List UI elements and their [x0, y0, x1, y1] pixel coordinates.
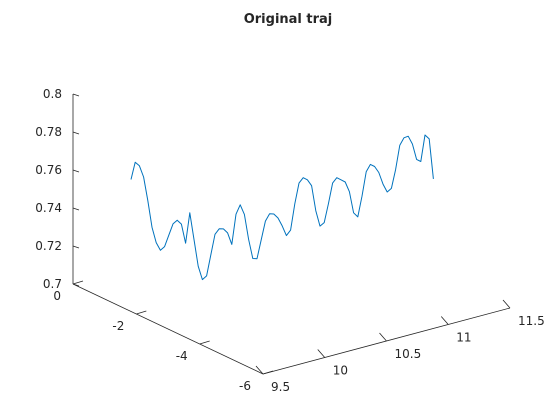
- x-tick-mark: [255, 365, 264, 375]
- x-tick-label: 11.5: [518, 314, 545, 328]
- z-tick-label: 0.72: [35, 239, 62, 253]
- plot-area: [130, 134, 434, 281]
- x-tick-mark: [317, 349, 326, 358]
- x-tick-label: 9.5: [271, 380, 290, 394]
- trajectory-line: [130, 134, 434, 281]
- z-tick-label: 0.7: [43, 277, 62, 291]
- z-tick-mark: [72, 93, 80, 97]
- x-tick-mark: [440, 316, 449, 325]
- y-tick-label: -4: [176, 349, 188, 363]
- x-tick-mark: [379, 332, 387, 342]
- y-tick-mark: [262, 370, 274, 375]
- z-tick-mark: [72, 131, 80, 135]
- y-tick-mark: [136, 310, 147, 315]
- z-tick-mark: [72, 207, 80, 211]
- z-tick-label: 0.8: [43, 87, 62, 101]
- y-axis-ticks: 0 -2 -4 -6: [53, 280, 274, 393]
- y-tick-mark: [199, 340, 210, 345]
- chart-title: Original traj: [244, 12, 333, 27]
- x-tick-mark: [502, 299, 511, 309]
- z-tick-mark: [72, 169, 80, 173]
- y-tick-label: -2: [112, 319, 124, 333]
- z-tick-label: 0.78: [35, 125, 62, 139]
- y-tick-mark: [72, 280, 84, 285]
- z-tick-label: 0.74: [35, 201, 62, 215]
- x-axis-ticks: 9.5 10 10.5 11 11.5: [255, 299, 545, 394]
- x-tick-label: 10.5: [395, 347, 422, 361]
- y-tick-label: -6: [239, 379, 251, 393]
- z-tick-label: 0.76: [35, 163, 62, 177]
- x-tick-label: 10: [333, 364, 348, 378]
- z-axis-ticks: 0.7 0.72 0.74 0.76 0.78 0.8: [35, 87, 80, 291]
- y-axis-line: [72, 283, 264, 375]
- z-tick-mark: [72, 245, 80, 249]
- x-tick-label: 11: [456, 331, 471, 345]
- y-tick-label: 0: [53, 289, 61, 303]
- z-tick-mark: [72, 283, 80, 287]
